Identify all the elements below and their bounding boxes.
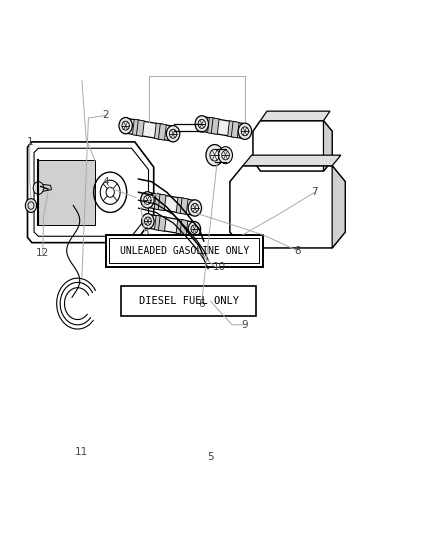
- Circle shape: [219, 147, 233, 164]
- Circle shape: [195, 116, 208, 132]
- Polygon shape: [155, 123, 162, 140]
- Circle shape: [206, 144, 223, 166]
- Polygon shape: [260, 111, 330, 120]
- Circle shape: [188, 200, 201, 216]
- Polygon shape: [211, 118, 219, 134]
- Bar: [121, 286, 256, 317]
- Circle shape: [141, 214, 154, 229]
- Polygon shape: [155, 215, 162, 231]
- Polygon shape: [154, 193, 162, 210]
- Polygon shape: [137, 120, 144, 136]
- Polygon shape: [132, 119, 140, 136]
- Polygon shape: [158, 194, 166, 211]
- Text: 1: 1: [26, 137, 33, 147]
- Circle shape: [119, 117, 132, 134]
- Text: 4: 4: [102, 176, 109, 187]
- Text: 9: 9: [242, 320, 248, 330]
- Polygon shape: [228, 121, 236, 137]
- Text: 10: 10: [212, 262, 226, 271]
- Text: 11: 11: [75, 447, 88, 457]
- Circle shape: [141, 192, 154, 208]
- Polygon shape: [180, 198, 188, 214]
- Polygon shape: [176, 219, 184, 235]
- Circle shape: [166, 126, 180, 142]
- Text: 8: 8: [294, 246, 300, 256]
- Circle shape: [33, 182, 44, 195]
- Circle shape: [238, 123, 251, 140]
- Circle shape: [25, 199, 37, 213]
- Polygon shape: [159, 216, 166, 231]
- Text: 6: 6: [198, 298, 205, 309]
- Text: 7: 7: [311, 187, 318, 197]
- Text: 12: 12: [36, 248, 49, 259]
- Polygon shape: [180, 220, 188, 235]
- Polygon shape: [201, 117, 246, 139]
- Polygon shape: [231, 122, 239, 138]
- Polygon shape: [176, 197, 184, 214]
- Polygon shape: [125, 118, 174, 141]
- Polygon shape: [323, 120, 332, 171]
- Polygon shape: [332, 166, 345, 248]
- Text: UNLEADED GASOLINE ONLY: UNLEADED GASOLINE ONLY: [120, 246, 249, 256]
- Polygon shape: [159, 124, 166, 140]
- Text: 3: 3: [142, 227, 148, 237]
- Polygon shape: [147, 192, 196, 215]
- Circle shape: [188, 222, 201, 237]
- Polygon shape: [208, 117, 215, 134]
- Text: 5: 5: [207, 453, 214, 463]
- Bar: [109, 238, 259, 263]
- Text: DIESEL FUEL ONLY: DIESEL FUEL ONLY: [138, 296, 239, 306]
- Polygon shape: [39, 159, 95, 225]
- Bar: [106, 235, 262, 266]
- Text: 2: 2: [102, 110, 109, 120]
- Polygon shape: [147, 214, 195, 236]
- Polygon shape: [243, 155, 341, 166]
- Polygon shape: [38, 184, 51, 192]
